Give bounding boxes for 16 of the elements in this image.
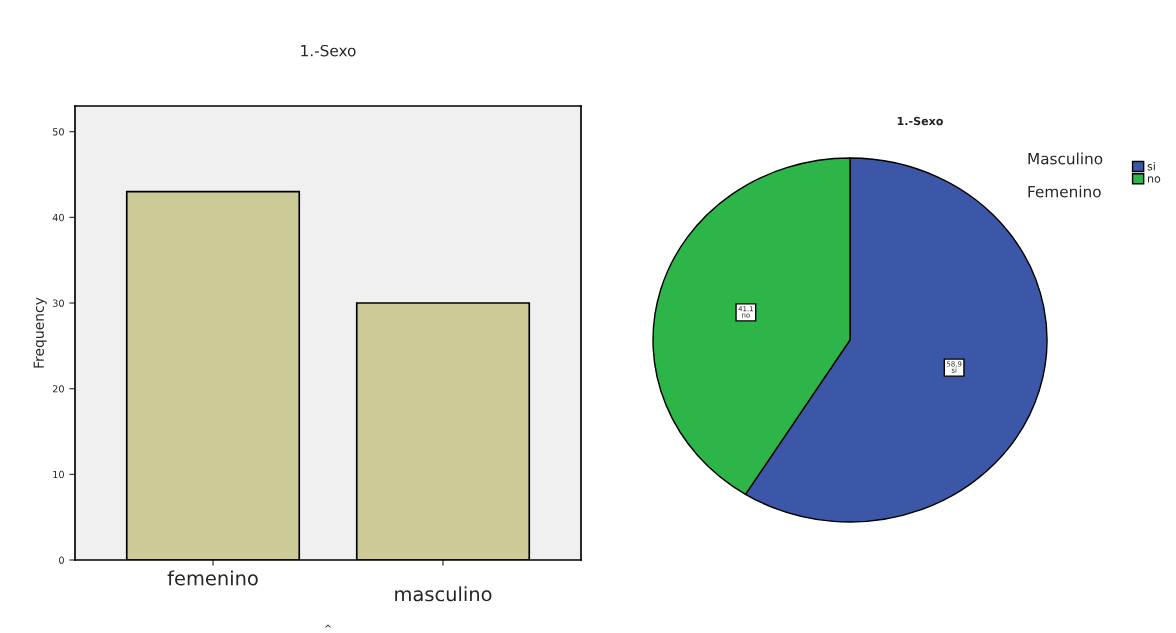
y-tick-label: 20 <box>52 385 64 393</box>
y-tick-label: 40 <box>52 213 64 222</box>
legend-label: si <box>1147 161 1155 171</box>
chart-title: 1.-Sexo <box>301 44 356 57</box>
y-axis-title: Frequency <box>33 297 47 368</box>
y-tick-label: 0 <box>59 556 64 564</box>
chart-title: 1.-Sexo <box>897 116 943 126</box>
x-tick-label: masculino <box>395 586 492 602</box>
text: Masculino <box>1028 152 1103 165</box>
x-axis-title: ^ <box>324 624 332 628</box>
legend-label: no <box>1148 176 1161 183</box>
text: Femenino <box>1028 185 1101 198</box>
x-tick-label: femenino <box>167 570 258 586</box>
y-tick-label: 10 <box>53 470 64 479</box>
y-tick-label: 50 <box>52 128 64 136</box>
y-tick-label: 30 <box>52 299 64 307</box>
